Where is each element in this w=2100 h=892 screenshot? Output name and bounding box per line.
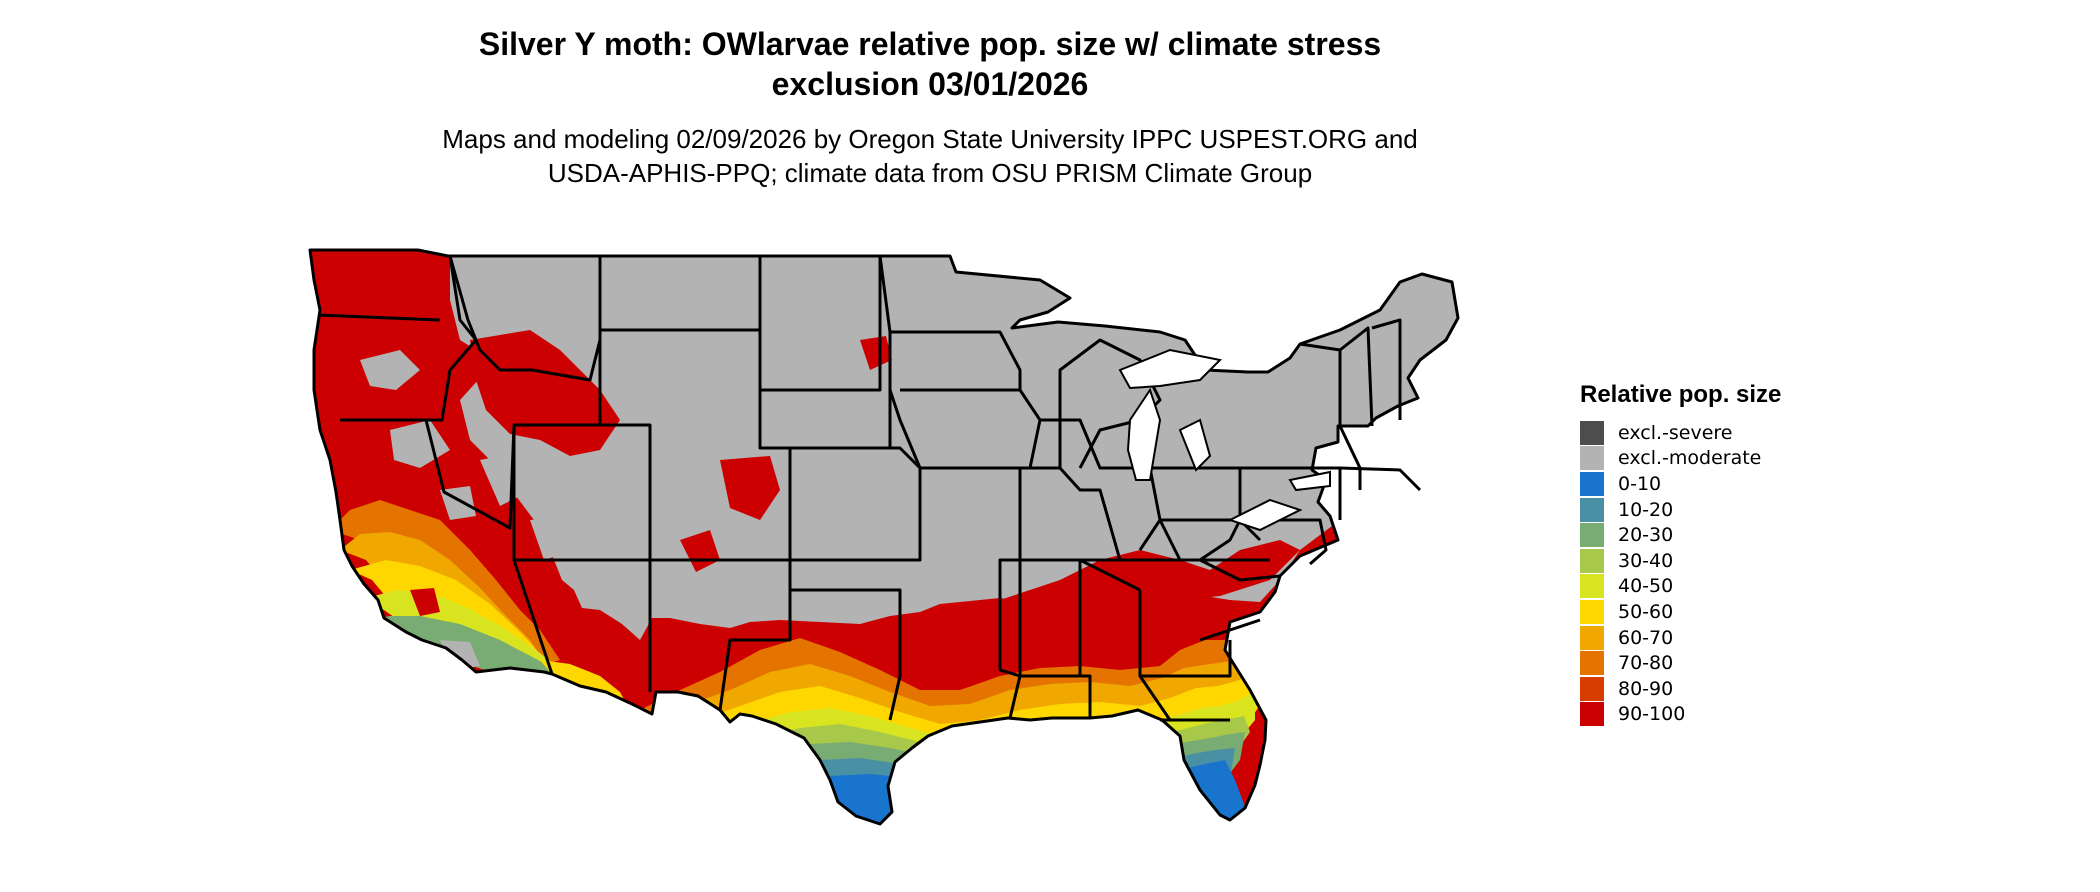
map-title-line-2: exclusion 03/01/2026 [771, 66, 1089, 102]
legend-swatch [1580, 676, 1604, 701]
legend-item: 30-40 [1580, 548, 1900, 574]
legend-item: 40-50 [1580, 574, 1900, 600]
map-title: Silver Y moth: OWlarvae relative pop. si… [0, 24, 1860, 104]
legend-item: excl.-severe [1580, 420, 1900, 446]
legend-item: 50-60 [1580, 599, 1900, 625]
legend-item: excl.-moderate [1580, 446, 1900, 472]
legend-item: 10-20 [1580, 497, 1900, 523]
suitability-raster [310, 250, 1458, 824]
legend-swatch [1580, 446, 1604, 471]
legend-label: 20-30 [1618, 524, 1674, 547]
legend-label: 60-70 [1618, 626, 1674, 649]
legend-label: excl.-moderate [1618, 447, 1762, 470]
map-subtitle-line-2: USDA-APHIS-PPQ; climate data from OSU PR… [547, 158, 1313, 188]
legend-swatch [1580, 497, 1604, 522]
legend-label: 80-90 [1618, 677, 1674, 700]
legend-item: 90-100 [1580, 702, 1900, 728]
legend-items: excl.-severe excl.-moderate 0-10 10-20 20-30… [1580, 420, 1900, 727]
legend-label: 40-50 [1618, 575, 1674, 598]
legend-swatch [1580, 702, 1604, 727]
legend: Relative pop. size excl.-severe excl.-mod… [1580, 380, 1900, 727]
great-lakes [1118, 348, 1331, 532]
legend-swatch [1580, 625, 1604, 650]
legend-swatch [1580, 420, 1604, 445]
legend-label: 70-80 [1618, 652, 1674, 675]
legend-title: Relative pop. size [1580, 381, 1782, 408]
legend-label: 90-100 [1618, 703, 1686, 726]
legend-swatch [1580, 523, 1604, 548]
map-subtitle-line-1: Maps and modeling 02/09/2026 by Oregon S… [442, 124, 1418, 154]
legend-label: 0-10 [1618, 472, 1662, 495]
legend-swatch [1580, 548, 1604, 573]
us-map-canvas [308, 248, 1460, 826]
legend-item: 0-10 [1580, 471, 1900, 497]
legend-label: 10-20 [1618, 498, 1674, 521]
legend-label: excl.-severe [1618, 421, 1733, 444]
legend-item: 60-70 [1580, 625, 1900, 651]
state-boundaries [308, 248, 1460, 826]
legend-swatch [1580, 471, 1604, 496]
map-title-line-1: Silver Y moth: OWlarvae relative pop. si… [478, 26, 1382, 62]
legend-swatch [1580, 599, 1604, 624]
map-subtitle: Maps and modeling 02/09/2026 by Oregon S… [0, 122, 1860, 190]
legend-item: 20-30 [1580, 522, 1900, 548]
legend-swatch [1580, 651, 1604, 676]
legend-label: 30-40 [1618, 549, 1674, 572]
legend-label: 50-60 [1618, 600, 1674, 623]
legend-item: 80-90 [1580, 676, 1900, 702]
legend-item: 70-80 [1580, 650, 1900, 676]
legend-swatch [1580, 574, 1604, 599]
us-map [300, 220, 1580, 890]
